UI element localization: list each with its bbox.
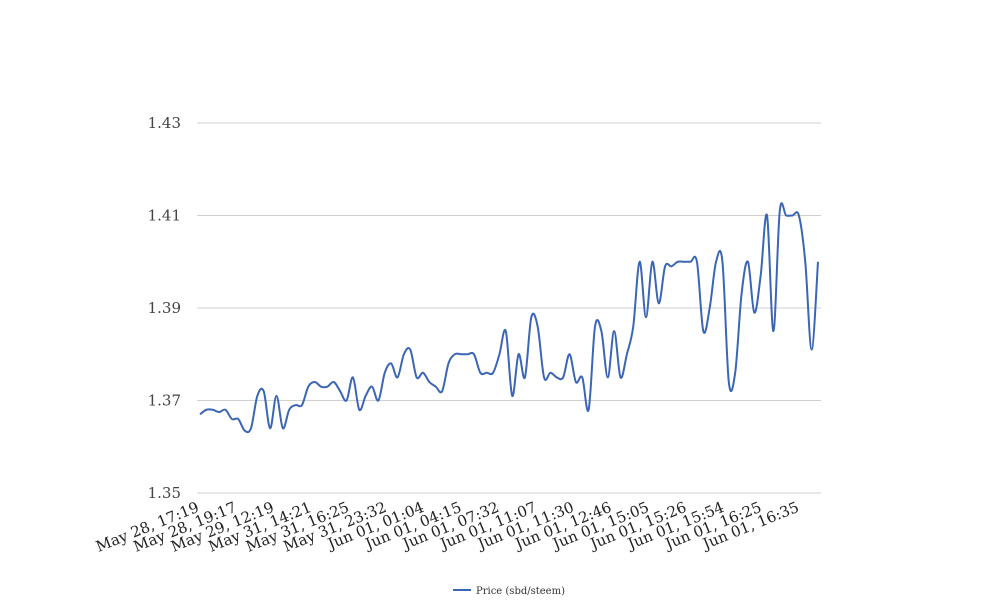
series-line-price bbox=[199, 202, 819, 434]
gridlines bbox=[197, 122, 821, 494]
series-layer bbox=[199, 202, 819, 434]
y-tick-label: 1.37 bbox=[148, 392, 181, 410]
legend: Price (sbd/steem) bbox=[453, 586, 565, 597]
y-tick-label: 1.39 bbox=[148, 299, 181, 317]
y-tick-label: 1.41 bbox=[148, 207, 181, 225]
y-tick-label: 1.43 bbox=[148, 114, 181, 132]
y-axis-tick-labels: 1.35 1.37 1.39 1.41 1.43 bbox=[148, 114, 181, 502]
y-tick-label: 1.35 bbox=[148, 484, 181, 502]
legend-label-price: Price (sbd/steem) bbox=[476, 586, 565, 597]
